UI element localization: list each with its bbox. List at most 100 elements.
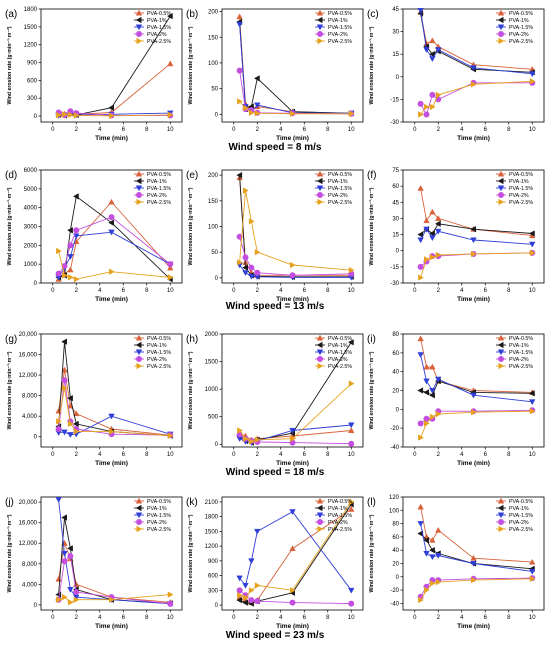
legend-marker-icon xyxy=(135,504,142,512)
panel-label: (i) xyxy=(367,334,376,345)
legend-label: PVA-2% xyxy=(328,193,348,199)
legend-label: PVA-0.5% xyxy=(509,499,533,505)
chart-panel-i: (i) 0 2 4 6 8 10 -40 -20 0 20 40 60 80 Time (min) Wind … xyxy=(367,332,545,467)
data-point xyxy=(435,228,442,235)
data-point xyxy=(62,111,68,118)
y-tick-label: 0 xyxy=(396,575,400,581)
legend-marker-icon xyxy=(498,37,505,45)
legend-label: PVA-1.5% xyxy=(509,350,533,356)
data-point xyxy=(529,568,536,575)
legend-label: PVA-2% xyxy=(328,357,348,363)
panel-label: (b) xyxy=(186,9,198,20)
data-point xyxy=(417,503,424,510)
x-tick-label: 8 xyxy=(507,615,511,621)
legend-marker-icon xyxy=(135,341,142,349)
panel-label: (g) xyxy=(5,334,17,345)
data-point xyxy=(236,171,243,179)
data-point xyxy=(529,71,536,78)
data-point xyxy=(67,599,74,606)
legend-label: PVA-0.5% xyxy=(328,336,352,342)
data-point xyxy=(435,91,442,99)
legend-label: PVA-1.5% xyxy=(328,513,352,519)
legend-marker-icon xyxy=(136,356,142,362)
data-point xyxy=(429,253,436,261)
legend-label: PVA-2.5% xyxy=(509,527,533,533)
y-tick-label: 50 xyxy=(211,250,218,256)
data-point xyxy=(248,438,255,445)
data-point xyxy=(424,256,430,263)
y-tick-label: 75 xyxy=(392,168,399,174)
x-tick-label: 10 xyxy=(167,615,174,621)
x-axis-label: Time (min) xyxy=(95,623,128,630)
data-point xyxy=(61,551,68,557)
series-line xyxy=(58,499,171,605)
y-tick-label: 200 xyxy=(208,10,219,16)
y-tick-label: 1000 xyxy=(24,262,38,268)
legend-label: PVA-2.5% xyxy=(147,527,171,533)
series-line xyxy=(420,10,533,75)
y-axis-label: Wind erosion rate (g·min⁻¹·m⁻²) xyxy=(369,26,375,104)
chart-panel-c: (c) 0 2 4 6 8 10 -30 -15 0 15 30 45 Time (min) Wind er… xyxy=(367,7,545,142)
data-point xyxy=(55,426,62,433)
data-point xyxy=(429,56,436,63)
data-point xyxy=(417,8,424,14)
data-point xyxy=(61,366,68,373)
legend-marker-icon xyxy=(316,512,324,519)
x-axis-label: Time (min) xyxy=(276,296,309,303)
data-point xyxy=(236,21,243,28)
panel-label: (e) xyxy=(186,170,198,181)
legend-label: PVA-1% xyxy=(147,179,167,185)
y-tick-label: 0 xyxy=(396,407,400,413)
data-point xyxy=(423,536,429,544)
legend-marker-icon xyxy=(497,512,505,519)
data-point xyxy=(166,12,173,20)
legend-marker-icon xyxy=(316,504,323,512)
y-tick-label: 2000 xyxy=(24,243,38,249)
x-tick-label: 10 xyxy=(167,452,174,458)
legend-label: PVA-2.5% xyxy=(509,39,533,45)
data-point xyxy=(348,498,355,506)
legend-label: PVA-1.5% xyxy=(328,350,352,356)
y-tick-label: 1500 xyxy=(205,360,219,366)
data-point xyxy=(429,413,436,421)
data-point xyxy=(167,264,174,271)
legend-label: PVA-1.5% xyxy=(147,25,171,31)
y-tick-label: 600 xyxy=(208,574,219,580)
data-point xyxy=(435,578,442,586)
data-point xyxy=(243,104,249,112)
data-point xyxy=(429,208,436,215)
series-line xyxy=(420,354,533,403)
legend-label: PVA-2.5% xyxy=(328,364,352,370)
x-tick-label: 4 xyxy=(460,452,464,458)
legend-label: PVA-1% xyxy=(147,343,167,349)
data-point xyxy=(248,597,255,604)
y-axis-label: Wind erosion rate (g·min⁻¹·m⁻²) xyxy=(188,514,194,592)
data-point xyxy=(290,435,296,442)
y-tick-label: 900 xyxy=(208,559,219,565)
data-point xyxy=(56,247,62,255)
y-tick-label: 1800 xyxy=(24,7,38,13)
x-tick-label: 2 xyxy=(75,288,79,294)
data-point xyxy=(55,270,62,277)
data-point xyxy=(470,65,477,72)
legend-marker-icon xyxy=(497,497,505,504)
legend-marker-icon xyxy=(316,185,324,192)
x-axis-label: Time (min) xyxy=(457,296,490,303)
y-tick-label: 6000 xyxy=(24,168,38,174)
data-point xyxy=(289,545,296,552)
y-tick-label: 1200 xyxy=(205,544,219,550)
data-point xyxy=(62,272,68,279)
x-tick-label: 4 xyxy=(279,127,283,133)
data-point xyxy=(290,587,296,594)
legend-label: PVA-2% xyxy=(147,193,167,199)
y-tick-label: 20,000 xyxy=(19,500,38,506)
y-tick-label: 4,000 xyxy=(22,582,38,588)
data-point xyxy=(248,587,255,594)
x-tick-label: 8 xyxy=(507,288,511,294)
x-tick-label: 4 xyxy=(279,452,283,458)
x-tick-label: 8 xyxy=(326,615,330,621)
y-axis-label: Wind erosion rate (g·min⁻¹·m⁻²) xyxy=(188,26,194,104)
y-tick-label: 0 xyxy=(215,276,219,282)
legend-marker-icon xyxy=(316,177,323,185)
data-point xyxy=(429,536,436,543)
